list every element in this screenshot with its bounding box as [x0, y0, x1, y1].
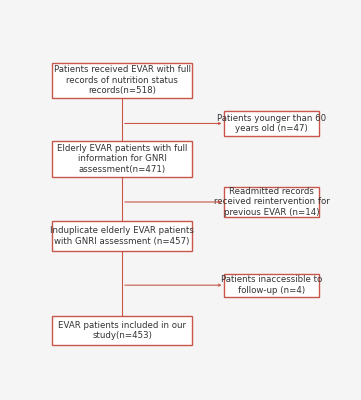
Text: Elderly EVAR patients with full
information for GNRI
assessment(n=471): Elderly EVAR patients with full informat…	[57, 144, 187, 174]
FancyBboxPatch shape	[224, 187, 319, 217]
FancyBboxPatch shape	[52, 316, 192, 345]
FancyBboxPatch shape	[224, 111, 319, 136]
Text: Patients received EVAR with full
records of nutrition status
records(n=518): Patients received EVAR with full records…	[53, 66, 191, 95]
FancyBboxPatch shape	[52, 63, 192, 98]
FancyBboxPatch shape	[52, 141, 192, 176]
FancyBboxPatch shape	[224, 274, 319, 297]
Text: EVAR patients included in our
study(n=453): EVAR patients included in our study(n=45…	[58, 321, 186, 340]
Text: Patients inaccessible to
follow-up (n=4): Patients inaccessible to follow-up (n=4)	[221, 276, 322, 295]
Text: Readmitted records
received reintervention for
previous EVAR (n=14): Readmitted records received reinterventi…	[214, 187, 330, 217]
Text: Patients younger than 60
years old (n=47): Patients younger than 60 years old (n=47…	[217, 114, 326, 133]
Text: Induplicate elderly EVAR patients
with GNRI assessment (n=457): Induplicate elderly EVAR patients with G…	[50, 226, 194, 246]
FancyBboxPatch shape	[52, 221, 192, 250]
